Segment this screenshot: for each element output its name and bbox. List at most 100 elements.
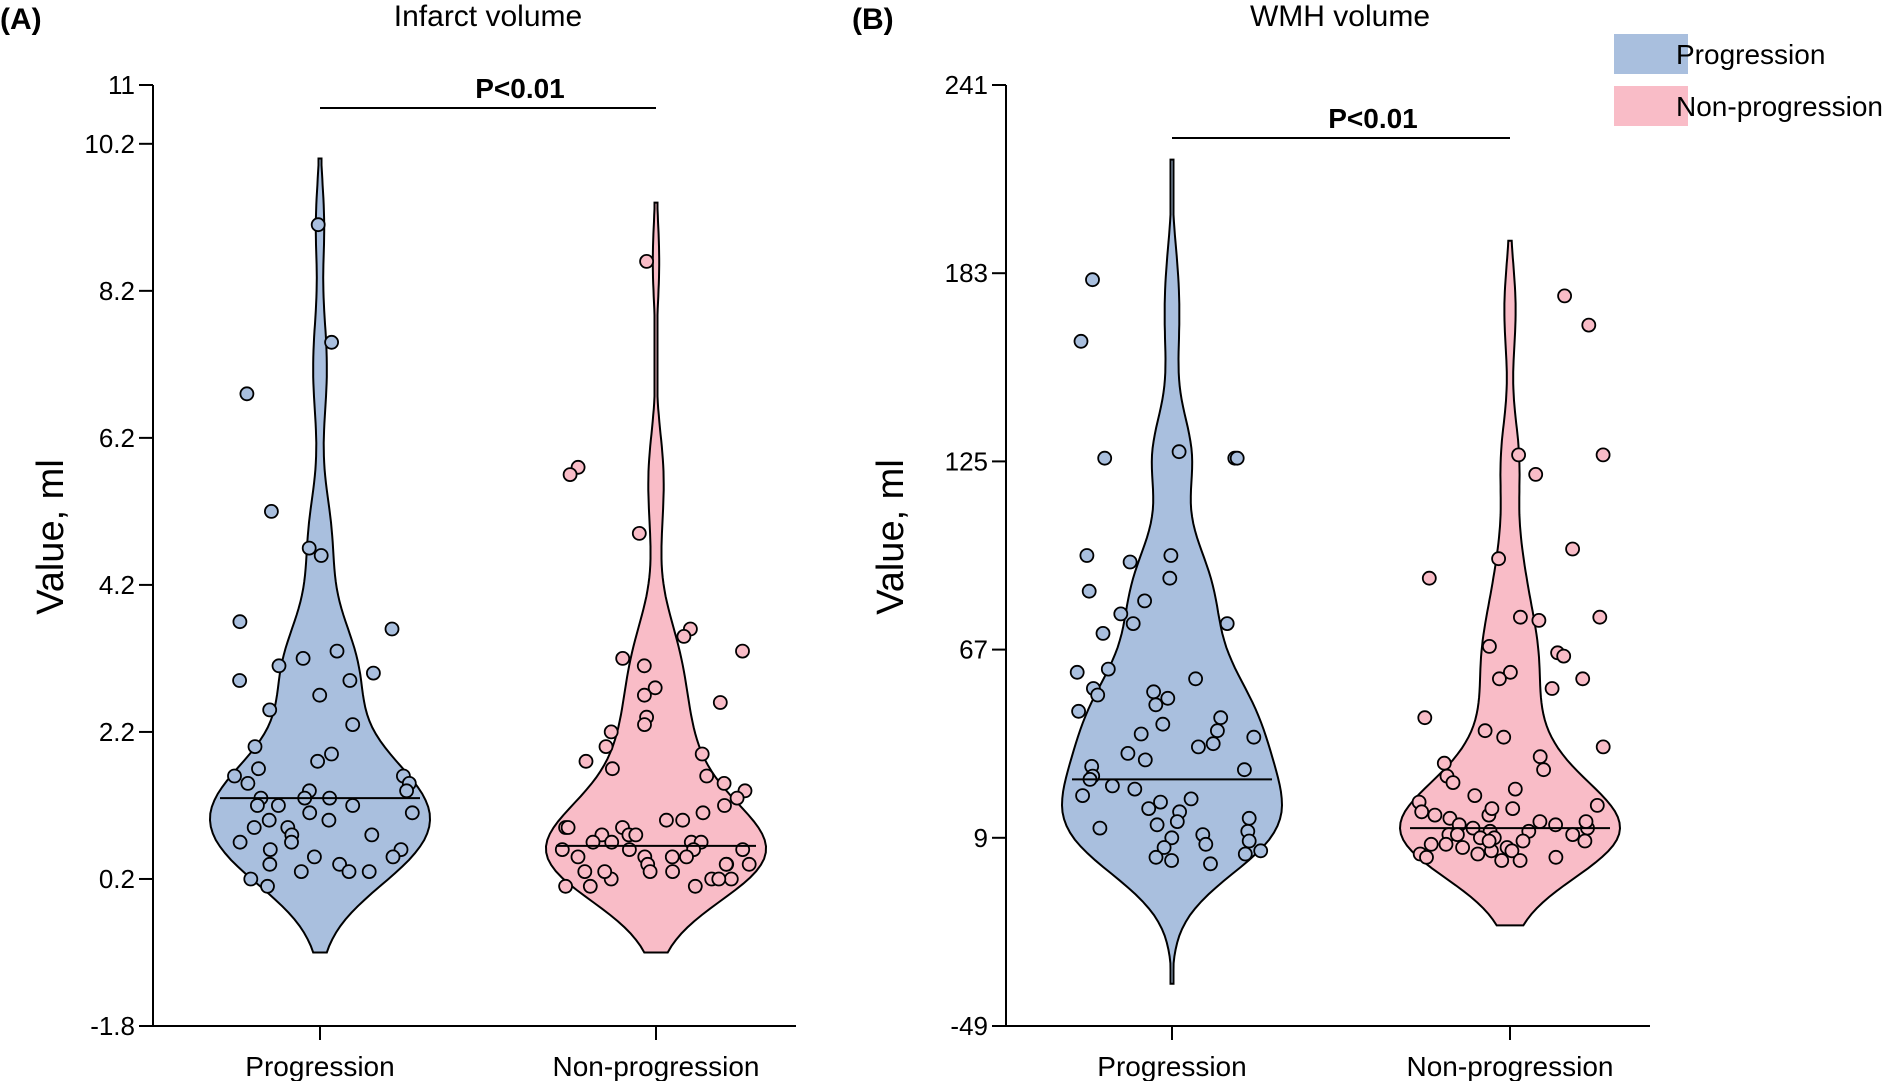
data-point: [1556, 648, 1572, 664]
y-tick-label: -1.8: [90, 1011, 135, 1041]
data-point: [1169, 814, 1185, 829]
data-point: [1503, 664, 1518, 680]
data-point: [385, 849, 401, 865]
data-point: [1090, 687, 1106, 703]
data-point: [262, 702, 278, 718]
panel-a-significance-label: P<0.01: [475, 73, 565, 104]
data-point: [1081, 583, 1097, 599]
data-point: [1241, 833, 1257, 849]
data-point: [270, 798, 286, 813]
data-point: [1470, 846, 1486, 862]
data-point: [1507, 781, 1523, 797]
data-point: [1092, 820, 1108, 836]
data-point: [1073, 333, 1089, 349]
data-point: [1191, 739, 1206, 755]
data-point: [345, 717, 361, 732]
data-point: [1505, 801, 1521, 816]
data-point: [1548, 849, 1564, 865]
data-point: [1241, 810, 1257, 826]
data-point: [1423, 836, 1439, 852]
data-point: [1532, 749, 1548, 765]
y-tick-label: 241: [945, 70, 988, 100]
panel-b-points: [1069, 272, 1611, 872]
data-point: [1146, 684, 1161, 700]
data-point: [324, 334, 340, 350]
data-point: [271, 658, 287, 674]
data-point: [628, 827, 644, 843]
y-tick-label: 4.2: [99, 570, 135, 600]
data-point: [560, 820, 576, 835]
data-point: [1494, 853, 1510, 868]
data-point: [741, 856, 757, 872]
data-point: [1210, 723, 1225, 739]
panel-a-title: Infarct volume: [394, 0, 582, 33]
y-tick-label: 125: [945, 446, 988, 476]
data-point: [1578, 814, 1594, 829]
data-point: [1419, 849, 1434, 865]
data-point: [342, 673, 358, 688]
data-point: [605, 761, 620, 777]
y-tick-label: 10.2: [84, 129, 135, 159]
y-tick-label: 6.2: [99, 423, 135, 453]
data-point: [711, 871, 727, 887]
data-point: [1515, 833, 1531, 849]
data-point: [1085, 272, 1100, 288]
panel-a-tag: (A): [0, 3, 42, 36]
panel-b: (B) WMH volume Value, ml 241 183 125 67 9 -49…: [852, 0, 1650, 1081]
data-point: [664, 849, 680, 865]
data-point: [562, 467, 578, 483]
data-point: [284, 834, 299, 850]
data-point: [1071, 703, 1086, 719]
data-point: [1162, 570, 1178, 586]
data-point: [687, 878, 703, 894]
data-point: [1113, 606, 1129, 622]
data-point: [227, 768, 242, 784]
data-point: [1417, 710, 1433, 726]
data-point: [1421, 570, 1437, 586]
data-point: [1137, 593, 1152, 609]
data-point: [232, 614, 248, 630]
data-point: [1237, 846, 1253, 862]
data-point: [1164, 830, 1180, 846]
legend-label-progression: Progression: [1676, 39, 1825, 70]
panel-a-medians: [220, 797, 756, 847]
data-point: [1557, 288, 1572, 304]
data-point: [717, 798, 732, 813]
data-point: [1105, 778, 1120, 794]
data-point: [1511, 447, 1526, 463]
data-point: [249, 798, 265, 813]
data-point: [1536, 762, 1551, 778]
data-point: [577, 864, 593, 879]
data-point: [1079, 548, 1095, 563]
data-point: [1148, 697, 1164, 713]
panel-b-tag: (B): [852, 3, 894, 36]
data-point: [637, 687, 652, 703]
panel-a-y-axis: 11 10.2 8.2 6.2 4.2 2.2 0.2 -1.8: [84, 70, 796, 1041]
data-point: [1438, 836, 1454, 852]
data-point: [631, 526, 647, 541]
data-point: [399, 783, 415, 799]
panel-b-title: WMH volume: [1250, 0, 1430, 33]
data-point: [1205, 736, 1221, 752]
data-point: [1160, 690, 1176, 706]
data-point: [1100, 661, 1116, 677]
data-point: [232, 673, 248, 688]
data-point: [1575, 671, 1591, 687]
panel-b-significance-label: P<0.01: [1328, 103, 1418, 134]
panel-b-violins: [1060, 158, 1622, 985]
data-point: [1504, 843, 1520, 859]
data-point: [312, 687, 328, 703]
data-point: [262, 856, 278, 872]
panel-a: (A) Infarct volume Value, ml 11 10.2 8.2 6.…: [0, 0, 796, 1081]
data-point: [1122, 554, 1138, 570]
data-point: [1097, 450, 1113, 466]
data-point: [1253, 843, 1269, 859]
data-point: [558, 878, 573, 894]
data-point: [699, 768, 715, 784]
data-point: [712, 695, 728, 710]
data-point: [310, 753, 326, 769]
data-point: [261, 812, 277, 828]
data-point: [341, 864, 357, 879]
data-point: [1512, 853, 1528, 868]
data-point: [735, 643, 750, 659]
